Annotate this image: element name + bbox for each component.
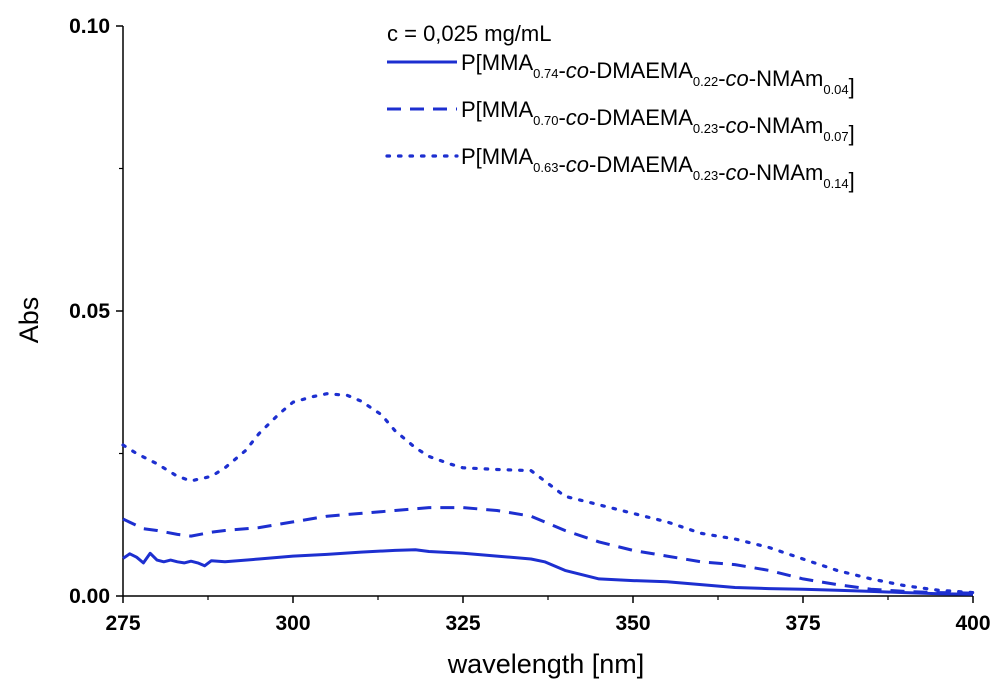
tick-labels: 275 300 325 350 375 400 0.00 0.05 0.10 [69, 15, 990, 635]
x-tick-label: 350 [615, 612, 650, 635]
legend-label: P[MMA0.63-co-DMAEMA0.23-co-NMAm0.14] [461, 144, 855, 193]
series-line-dashed [122, 506, 974, 595]
x-tick-label: 375 [785, 612, 820, 635]
x-axis-title: wavelength [nm] [447, 649, 645, 679]
x-tick-label: 400 [955, 612, 990, 635]
y-tick-label: 0.10 [69, 15, 110, 38]
legend-label: P[MMA0.70-co-DMAEMA0.23-co-NMAm0.07] [461, 97, 855, 146]
legend: P[MMA0.74-co-DMAEMA0.22-co-NMAm0.04]P[MM… [385, 50, 855, 193]
series-line-dotted [121, 392, 975, 595]
y-tick-label: 0.00 [69, 585, 110, 608]
series-line-solid [122, 548, 974, 596]
x-tick-label: 275 [105, 612, 140, 635]
concentration-annotation: c = 0,025 mg/mL [387, 21, 551, 46]
y-axis-title: Abs [14, 297, 44, 344]
series-layer [121, 392, 975, 596]
x-tick-label: 325 [445, 612, 480, 635]
axes [116, 25, 974, 603]
x-tick-label: 300 [275, 612, 310, 635]
y-tick-label: 0.05 [69, 300, 110, 323]
legend-label: P[MMA0.74-co-DMAEMA0.22-co-NMAm0.04] [461, 50, 855, 99]
